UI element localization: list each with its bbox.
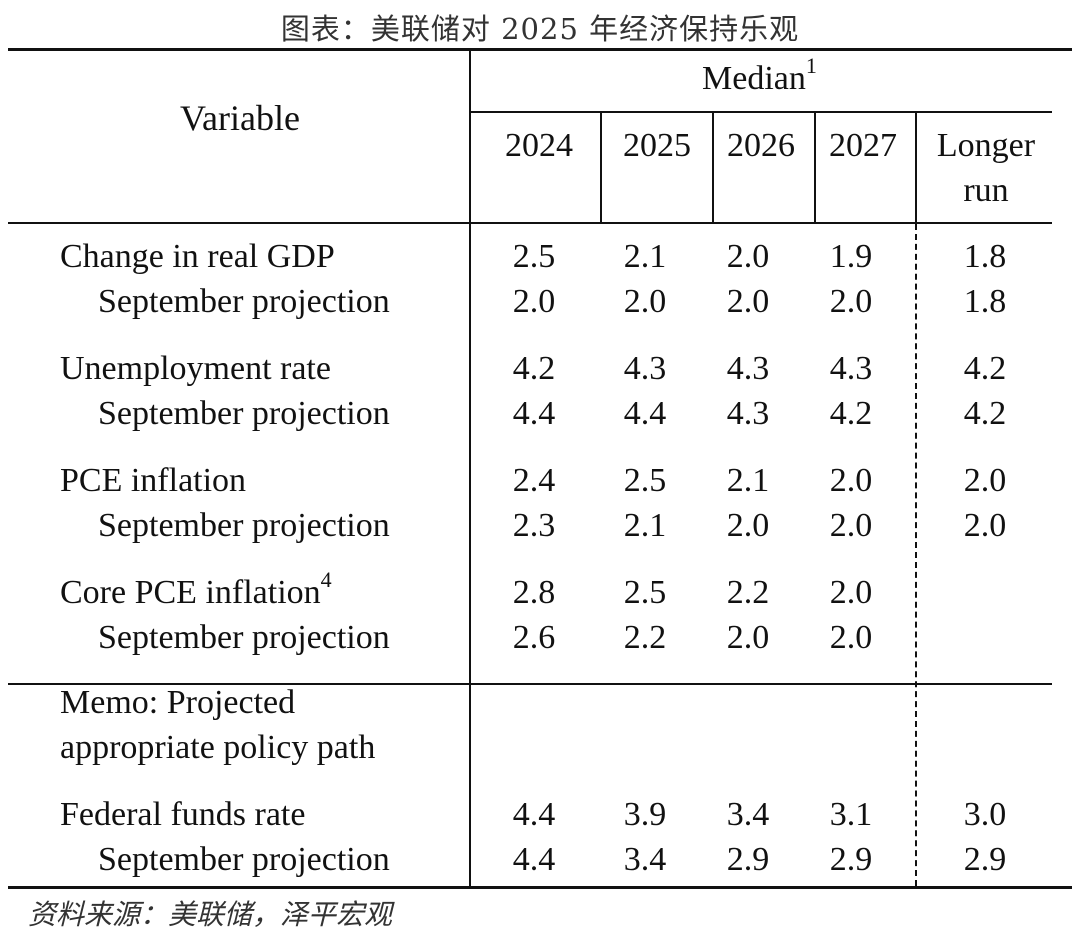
table-value-cell: 4.2	[829, 395, 873, 432]
table-value-cell: 2.2	[726, 574, 770, 611]
row-sublabel: September projection	[98, 395, 390, 432]
table-value-cell: 2.0	[829, 574, 873, 611]
table-value-cell: 2.0	[726, 619, 770, 656]
table-value-cell: 2.0	[963, 507, 1007, 544]
table-value-cell: 4.4	[512, 395, 556, 432]
table-value-cell: 2.0	[726, 283, 770, 320]
row-sublabel: September projection	[98, 841, 390, 878]
row-label: Change in real GDP	[60, 238, 335, 275]
table-value-cell: 2.0	[726, 507, 770, 544]
table-value-cell: 2.0	[963, 462, 1007, 499]
source-note: 资料来源：美联储，泽平宏观	[28, 898, 393, 931]
table-value-cell: 2.6	[512, 619, 556, 656]
memo-value-cell: 3.1	[829, 796, 873, 833]
table-value-cell: 1.8	[963, 283, 1007, 320]
memo-label-line2: appropriate policy path	[60, 729, 376, 766]
memo-label-line1: Memo: Projected	[60, 684, 296, 721]
table-value-cell: 2.0	[623, 283, 667, 320]
memo-value-cell: 3.4	[623, 841, 667, 878]
memo-value-cell: 3.4	[726, 796, 770, 833]
memo-value-cell: 3.0	[963, 796, 1007, 833]
row-label: Core PCE inflation4	[60, 566, 332, 611]
longer-run-header-line1: Longer	[936, 127, 1036, 164]
row-sublabel: September projection	[98, 619, 390, 656]
col-divider-2024	[600, 112, 602, 223]
table-value-cell: 4.2	[963, 350, 1007, 387]
figure-title: 图表：美联储对 2025 年经济保持乐观	[280, 12, 800, 46]
row-label: Unemployment rate	[60, 350, 331, 387]
median-header: Median1	[702, 52, 817, 97]
row-label: Federal funds rate	[60, 796, 306, 833]
year-header-2025: 2025	[623, 127, 691, 164]
memo-value-cell: 2.9	[963, 841, 1007, 878]
memo-value-cell: 4.4	[512, 841, 556, 878]
table-value-cell: 2.5	[623, 462, 667, 499]
row-sublabel: September projection	[98, 283, 390, 320]
table-value-cell: 1.9	[829, 238, 873, 275]
year-header-2027: 2027	[829, 127, 897, 164]
table-value-cell: 4.3	[623, 350, 667, 387]
table-value-cell: 2.8	[512, 574, 556, 611]
longer-run-header-line2: run	[963, 172, 1009, 209]
table-value-cell: 4.2	[512, 350, 556, 387]
table-value-cell: 2.0	[829, 507, 873, 544]
memo-value-cell: 4.4	[512, 796, 556, 833]
table-value-cell: 4.4	[623, 395, 667, 432]
header-rule	[8, 222, 1052, 224]
table-value-cell: 2.0	[512, 283, 556, 320]
table-value-cell: 4.3	[829, 350, 873, 387]
variable-header: Variable	[180, 98, 300, 138]
col-divider-2025	[712, 112, 714, 223]
table-value-cell: 2.1	[726, 462, 770, 499]
memo-rule	[8, 683, 1052, 685]
table-value-cell: 2.0	[829, 283, 873, 320]
year-header-2024: 2024	[505, 127, 573, 164]
table-value-cell: 1.8	[963, 238, 1007, 275]
row-label: PCE inflation	[60, 462, 247, 499]
table-value-cell: 2.0	[829, 619, 873, 656]
col-divider-2027	[915, 112, 917, 223]
table-value-cell: 2.1	[623, 507, 667, 544]
row-sublabel: September projection	[98, 507, 390, 544]
top-rule	[8, 48, 1072, 51]
col-divider-2026	[814, 112, 816, 223]
table-value-cell: 2.1	[623, 238, 667, 275]
longer-run-dashed-divider	[915, 224, 917, 886]
bottom-rule	[8, 886, 1072, 889]
median-rule	[470, 111, 1052, 113]
table-value-cell: 2.5	[623, 574, 667, 611]
variable-divider	[469, 50, 471, 887]
table-value-cell: 2.2	[623, 619, 667, 656]
memo-value-cell: 2.9	[726, 841, 770, 878]
table-value-cell: 4.2	[963, 395, 1007, 432]
table-value-cell: 2.4	[512, 462, 556, 499]
table-value-cell: 4.3	[726, 350, 770, 387]
memo-value-cell: 3.9	[623, 796, 667, 833]
table-value-cell: 2.3	[512, 507, 556, 544]
table-value-cell: 2.0	[829, 462, 873, 499]
table-value-cell: 2.0	[726, 238, 770, 275]
memo-value-cell: 2.9	[829, 841, 873, 878]
table-value-cell: 2.5	[512, 238, 556, 275]
year-header-2026: 2026	[727, 127, 795, 164]
median-footnote: 1	[805, 52, 817, 78]
table-value-cell: 4.3	[726, 395, 770, 432]
row-footnote: 4	[320, 566, 332, 592]
